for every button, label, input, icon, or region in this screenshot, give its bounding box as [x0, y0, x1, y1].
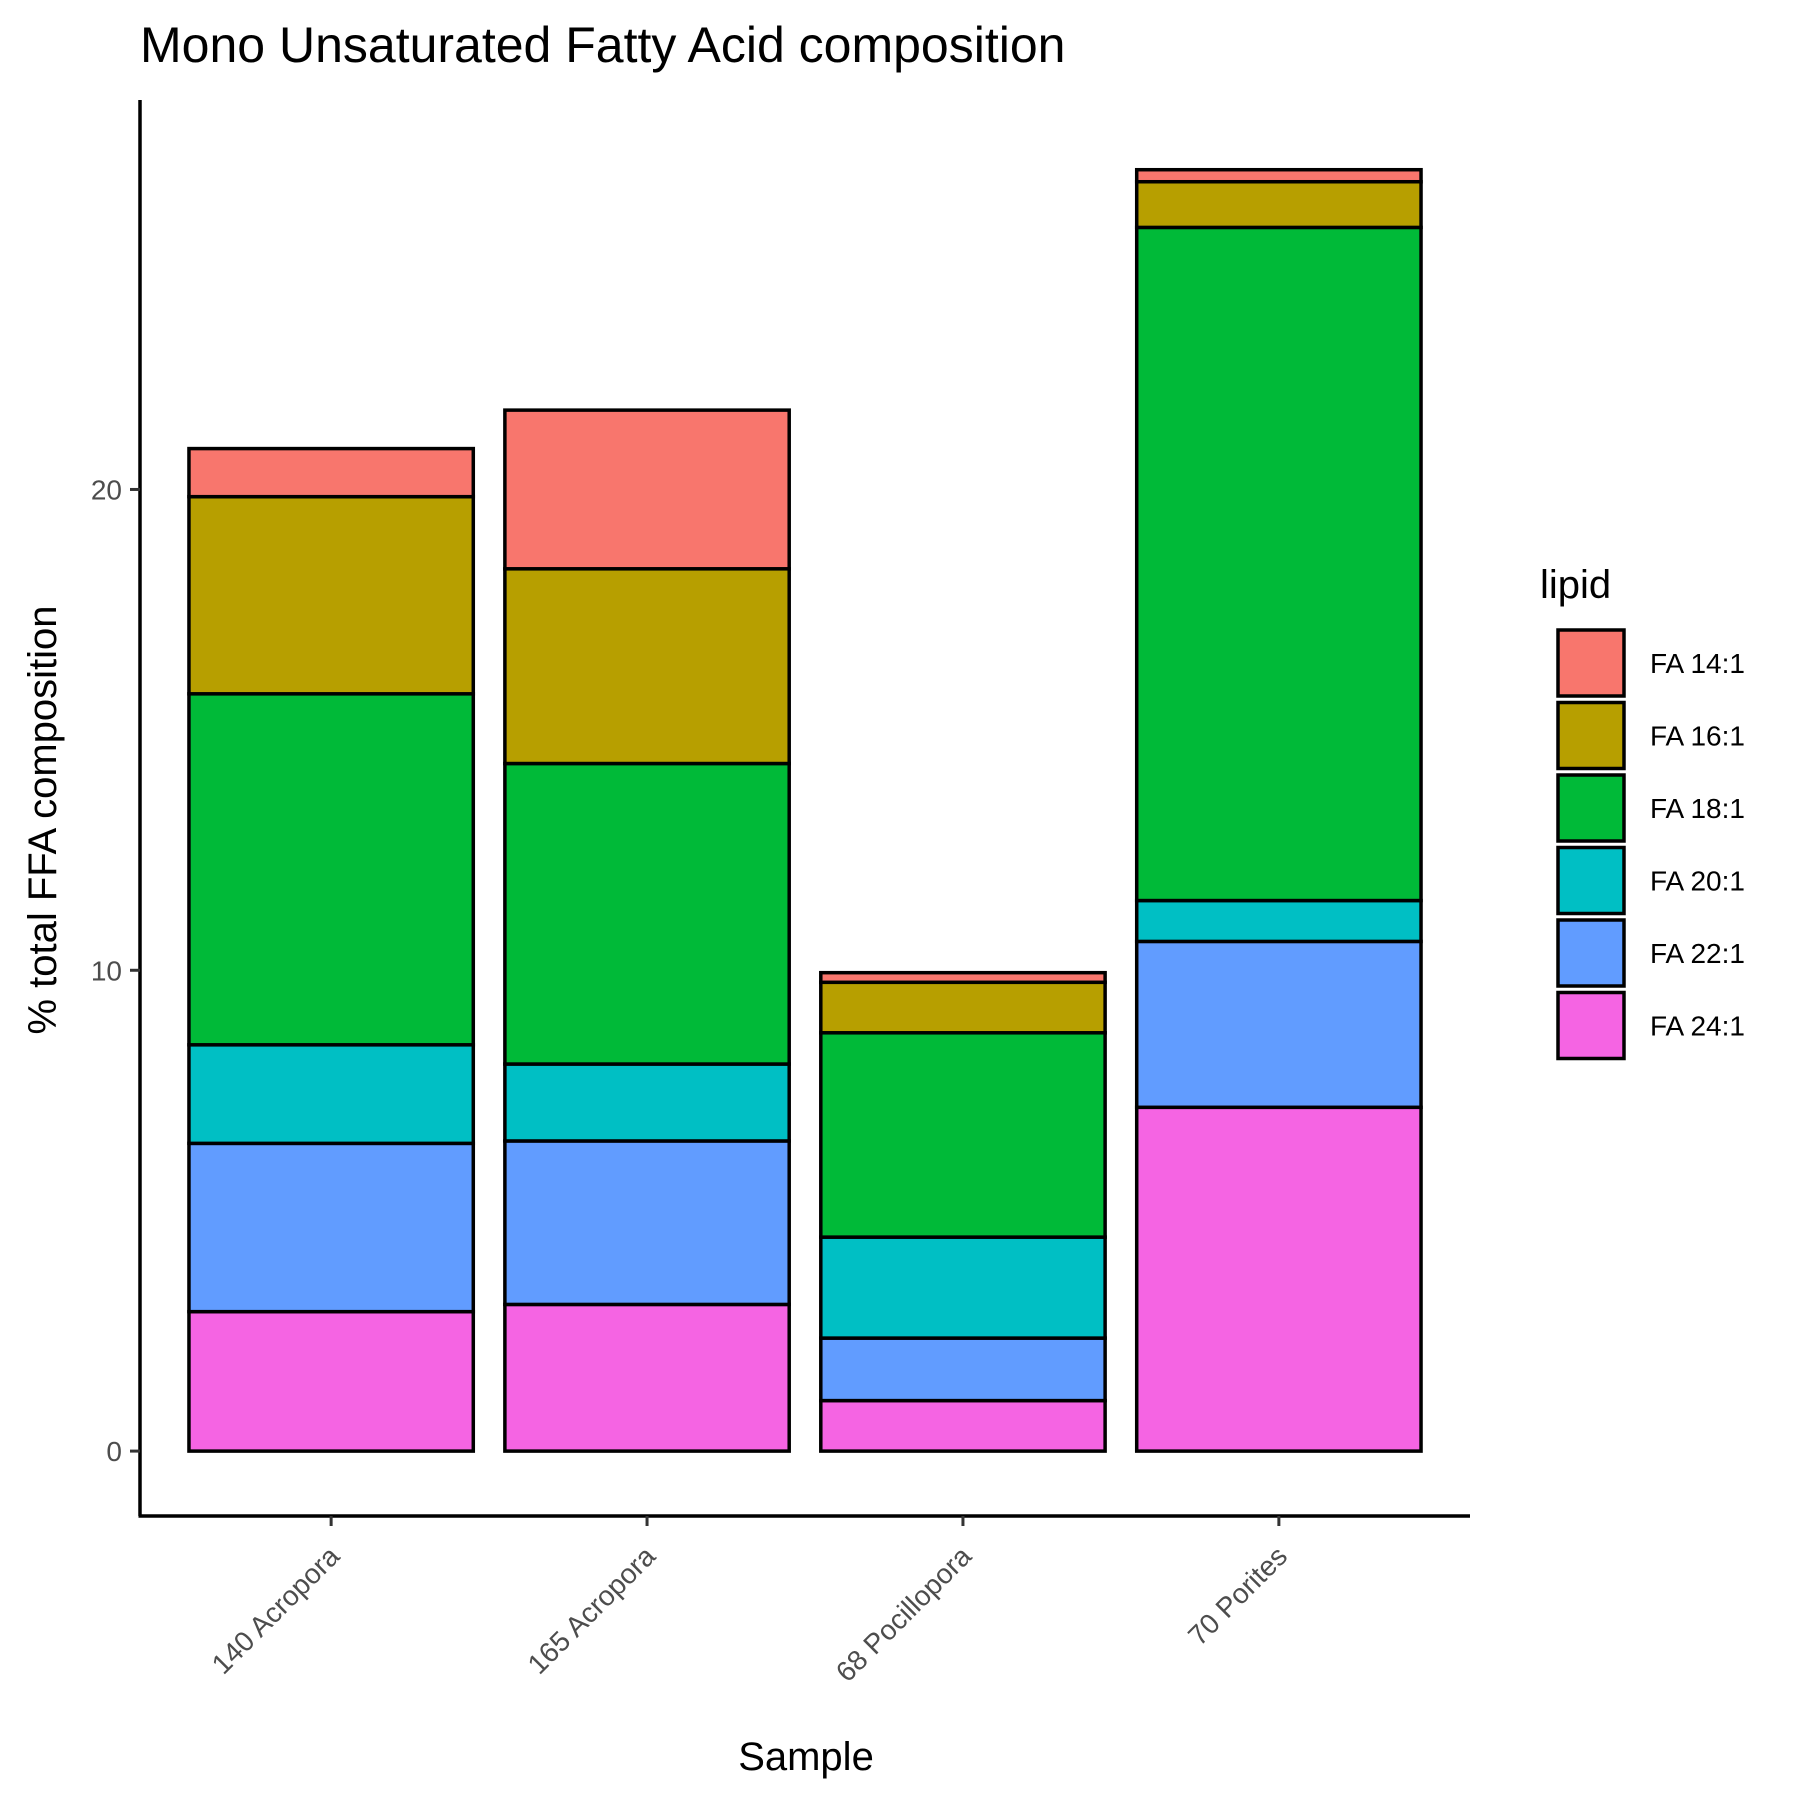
bar-140-acropora-fa-16-1: [187, 494, 476, 696]
legend-swatch-fa-24-1: [1556, 990, 1626, 1061]
legend-swatch-fa-18-1: [1556, 773, 1626, 843]
legend-swatch-fa-14-1: [1556, 628, 1626, 698]
bar-165-acropora-fa-16-1: [503, 567, 791, 766]
y-tick-label: 20: [91, 474, 122, 505]
x-axis-title: Sample: [738, 1735, 874, 1779]
bar-70-porites-fa-20-1: [1134, 898, 1423, 944]
bar-68-pocillopora-fa-24-1: [819, 1398, 1107, 1453]
bar-70-porites-fa-22-1: [1134, 939, 1423, 1110]
legend-label-fa-18-1: FA 18:1: [1650, 793, 1745, 824]
x-tick-label: 165 Acropora: [522, 1540, 662, 1680]
bar-140-acropora-fa-20-1: [187, 1043, 476, 1146]
bar-140-acropora-fa-22-1: [187, 1141, 476, 1314]
y-tick-label: 10: [91, 955, 122, 986]
x-tick-label: 70 Porites: [1182, 1540, 1293, 1651]
legend-label-fa-20-1: FA 20:1: [1650, 866, 1745, 897]
bar-165-acropora-fa-18-1: [503, 761, 791, 1066]
chart-title: Mono Unsaturated Fatty Acid composition: [140, 17, 1065, 73]
bar-165-acropora-fa-24-1: [503, 1302, 791, 1453]
bar-68-pocillopora-fa-22-1: [819, 1336, 1107, 1403]
legend-swatch-fa-22-1: [1556, 918, 1626, 988]
legend-label-fa-14-1: FA 14:1: [1650, 648, 1745, 679]
bar-165-acropora-fa-20-1: [503, 1062, 791, 1143]
legend: lipid FA 14:1 FA 16:1 FA 18:1 FA 20:1 FA 22:…: [1540, 563, 1745, 1061]
bar-70-porites-fa-24-1: [1134, 1105, 1423, 1453]
bar-165-acropora-fa-14-1: [503, 408, 791, 571]
bar-68-pocillopora-fa-18-1: [819, 1031, 1107, 1239]
legend-swatch-fa-16-1: [1556, 700, 1626, 771]
bars-group: [187, 167, 1423, 1453]
bar-68-pocillopora-fa-16-1: [819, 980, 1107, 1035]
y-tick-label: 0: [106, 1436, 122, 1467]
legend-title: lipid: [1540, 563, 1611, 607]
bar-70-porites-fa-14-1: [1134, 167, 1423, 184]
legend-label-fa-16-1: FA 16:1: [1650, 721, 1745, 752]
bar-140-acropora-fa-14-1: [187, 446, 476, 499]
bar-140-acropora-fa-24-1: [187, 1309, 476, 1453]
y-axis-title: % total FFA composition: [21, 605, 65, 1034]
legend-label-fa-22-1: FA 22:1: [1650, 938, 1745, 969]
x-tick-label: 140 Acropora: [206, 1540, 346, 1680]
bar-70-porites-fa-18-1: [1134, 225, 1423, 903]
bar-165-acropora-fa-22-1: [503, 1139, 791, 1307]
bar-70-porites-fa-16-1: [1134, 179, 1423, 230]
legend-label-fa-24-1: FA 24:1: [1650, 1011, 1745, 1042]
legend-swatch-fa-20-1: [1556, 845, 1626, 916]
x-tick-label: 68 Pocillopora: [830, 1540, 978, 1688]
bar-140-acropora-fa-18-1: [187, 692, 476, 1047]
bar-68-pocillopora-fa-20-1: [819, 1235, 1107, 1340]
bar-68-pocillopora-fa-14-1: [819, 970, 1107, 985]
